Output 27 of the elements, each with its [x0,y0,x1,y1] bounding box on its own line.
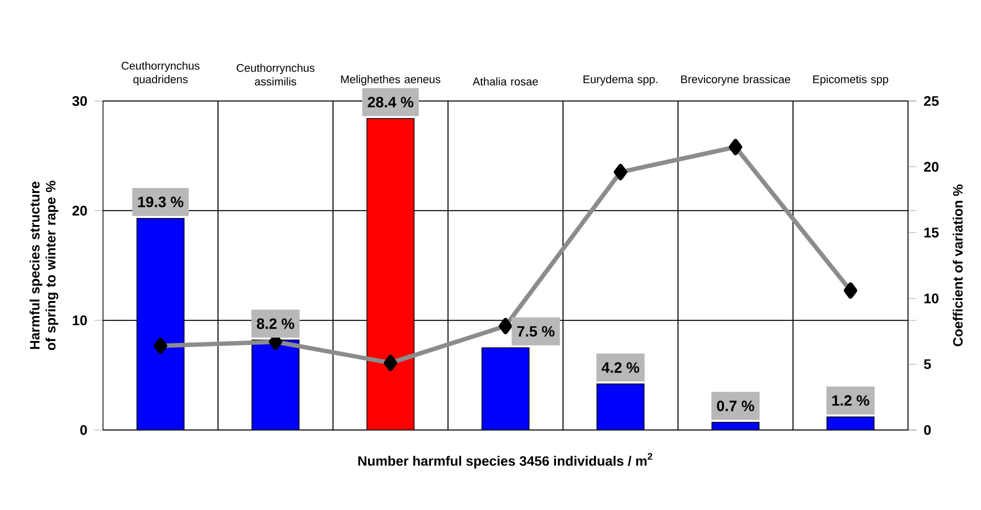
x-tick-label: Ceuthorrynchus quadridens [122,61,200,86]
data-label: 4.2 % [602,362,640,373]
x-tick-label: Brevicoryne brassicae [681,75,790,86]
x-tick-label: Eurydema spp. [584,75,658,86]
x-tick-label: Ceuthorrynchus assimilis [236,64,314,86]
x-tick-label: Melighethes aeneus [341,75,440,86]
y2-tick-label: 0 [924,425,931,435]
x-tick-label: Athalia rosae [472,77,538,86]
y2-tick-label: 20 [924,162,938,172]
y-axis-title: Harmful species structure of spring to winter rape % [30,180,58,350]
data-label: 7.5 % [517,326,554,337]
y-tick-label: 0 [80,425,87,435]
x-tick-label: Epicometis spp [813,75,888,86]
x-axis-title: Number harmful species 3456 individuals / m$^{2}$ [358,453,652,468]
y2-axis-title: Coefficient of variation % [952,184,963,346]
data-label: 19.3 % [138,196,184,208]
data-label: 1.2 % [832,395,870,406]
data-label: 0.7 % [717,400,754,412]
y2-tick-label: 15 [924,228,939,238]
y2-tick-label: 25 [924,96,939,106]
y-tick-label: 30 [72,96,87,106]
y2-tick-label: 5 [924,359,931,370]
data-label: 28.4 % [368,96,414,108]
data-label: 8.2 % [256,318,294,329]
y2-tick-label: 10 [924,293,938,304]
y-tick-label: 10 [72,315,87,326]
y-tick-label: 20 [72,206,87,216]
